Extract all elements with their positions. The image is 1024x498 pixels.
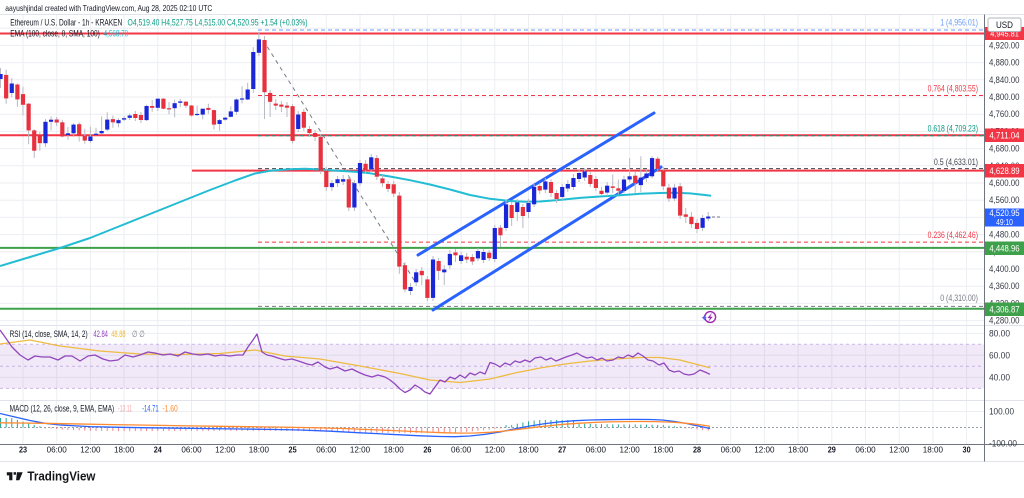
svg-text:12:00: 12:00 xyxy=(620,445,640,455)
svg-text:06:00: 06:00 xyxy=(316,445,336,455)
svg-text:40.00: 40.00 xyxy=(989,372,1010,382)
svg-text:18:00: 18:00 xyxy=(518,445,538,455)
svg-text:RSI (14, close, SMA, 14, 2): RSI (14, close, SMA, 14, 2) xyxy=(10,329,88,339)
svg-text:12:00: 12:00 xyxy=(80,445,100,455)
svg-text:4,800.00: 4,800.00 xyxy=(989,92,1020,102)
svg-text:USD: USD xyxy=(996,20,1013,30)
svg-text:18:00: 18:00 xyxy=(788,445,808,455)
svg-text:12:00: 12:00 xyxy=(485,445,505,455)
svg-text:4,360.00: 4,360.00 xyxy=(989,281,1020,291)
svg-text:12:00: 12:00 xyxy=(889,445,909,455)
svg-text:-14.71: -14.71 xyxy=(142,404,159,414)
svg-text:18:00: 18:00 xyxy=(114,445,134,455)
svg-text:-13.11: -13.11 xyxy=(118,404,132,414)
svg-text:4,306.87: 4,306.87 xyxy=(989,304,1019,314)
svg-text:42.84: 42.84 xyxy=(93,329,108,339)
svg-text:18:00: 18:00 xyxy=(923,445,943,455)
svg-text:TradingView: TradingView xyxy=(27,470,95,484)
svg-text:06:00: 06:00 xyxy=(855,445,875,455)
svg-text:EMA (100, close, 0, SMA, 100): EMA (100, close, 0, SMA, 100) xyxy=(10,29,100,39)
svg-text:12:00: 12:00 xyxy=(350,445,370,455)
svg-text:18:00: 18:00 xyxy=(249,445,269,455)
svg-text:4,711.04: 4,711.04 xyxy=(989,130,1019,140)
svg-text:49:10: 49:10 xyxy=(996,218,1013,227)
svg-text:0.236 (4,462.46): 0.236 (4,462.46) xyxy=(928,230,978,240)
svg-text:25: 25 xyxy=(289,445,297,455)
svg-text:80.00: 80.00 xyxy=(989,328,1010,338)
svg-text:4,945.81: 4,945.81 xyxy=(990,29,1019,39)
svg-text:4,628.89: 4,628.89 xyxy=(989,166,1019,176)
svg-text:1 (4,956.01): 1 (4,956.01) xyxy=(940,18,978,28)
svg-text:28: 28 xyxy=(693,445,701,455)
svg-text:48.88: 48.88 xyxy=(111,329,125,339)
svg-text:4,880.00: 4,880.00 xyxy=(989,58,1020,68)
svg-text:30: 30 xyxy=(963,445,971,455)
svg-text:0.764 (4,803.55): 0.764 (4,803.55) xyxy=(928,84,978,94)
svg-text:26: 26 xyxy=(423,445,431,455)
svg-text:4,480.00: 4,480.00 xyxy=(989,230,1020,240)
svg-text:4,520.95: 4,520.95 xyxy=(989,208,1019,218)
svg-text:23: 23 xyxy=(19,445,27,455)
svg-text:06:00: 06:00 xyxy=(47,445,67,455)
svg-text:12:00: 12:00 xyxy=(754,445,774,455)
svg-text:4,568.70: 4,568.70 xyxy=(104,29,129,39)
svg-text:18:00: 18:00 xyxy=(653,445,673,455)
svg-text:4,840.00: 4,840.00 xyxy=(989,75,1020,85)
svg-text:0 (4,310.00): 0 (4,310.00) xyxy=(940,293,978,303)
svg-text:4,680.00: 4,680.00 xyxy=(989,144,1020,154)
svg-text:-100.00: -100.00 xyxy=(989,439,1017,449)
svg-text:-1.60: -1.60 xyxy=(162,404,177,414)
svg-text:29: 29 xyxy=(828,445,836,455)
svg-text:0.5 (4,633.01): 0.5 (4,633.01) xyxy=(934,157,978,167)
svg-text:06:00: 06:00 xyxy=(721,445,741,455)
svg-text:27: 27 xyxy=(558,445,566,455)
svg-text:24: 24 xyxy=(154,445,162,455)
svg-text:06:00: 06:00 xyxy=(586,445,606,455)
svg-text:4,560.00: 4,560.00 xyxy=(989,195,1020,205)
svg-text:∅ ∅: ∅ ∅ xyxy=(132,329,145,339)
svg-text:0.618 (4,709.23): 0.618 (4,709.23) xyxy=(928,124,978,134)
svg-text:aayushjindal created with Trad: aayushjindal created with TradingView.co… xyxy=(5,3,212,13)
svg-text:4,760.00: 4,760.00 xyxy=(989,109,1020,119)
svg-text:O4,519.40 H4,527.75 L4,515.00: O4,519.40 H4,527.75 L4,515.00 C4,520.95 … xyxy=(128,18,308,29)
svg-text:4,920.00: 4,920.00 xyxy=(989,40,1020,50)
svg-text:4,448.96: 4,448.96 xyxy=(989,243,1019,253)
svg-text:12:00: 12:00 xyxy=(215,445,235,455)
svg-text:Ethereum / U.S. Dollar - 1h -: Ethereum / U.S. Dollar - 1h - KRAKEN xyxy=(10,18,122,29)
svg-text:06:00: 06:00 xyxy=(181,445,201,455)
svg-text:06:00: 06:00 xyxy=(451,445,471,455)
svg-text:4,280.00: 4,280.00 xyxy=(989,316,1020,326)
svg-text:60.00: 60.00 xyxy=(989,350,1010,360)
svg-text:18:00: 18:00 xyxy=(384,445,404,455)
svg-text:100.00: 100.00 xyxy=(989,407,1014,417)
svg-text:4,400.00: 4,400.00 xyxy=(989,264,1020,274)
svg-text:4,600.00: 4,600.00 xyxy=(989,178,1020,188)
svg-text:MACD (12, 26, close, 9, EMA, E: MACD (12, 26, close, 9, EMA, EMA) xyxy=(10,404,115,414)
